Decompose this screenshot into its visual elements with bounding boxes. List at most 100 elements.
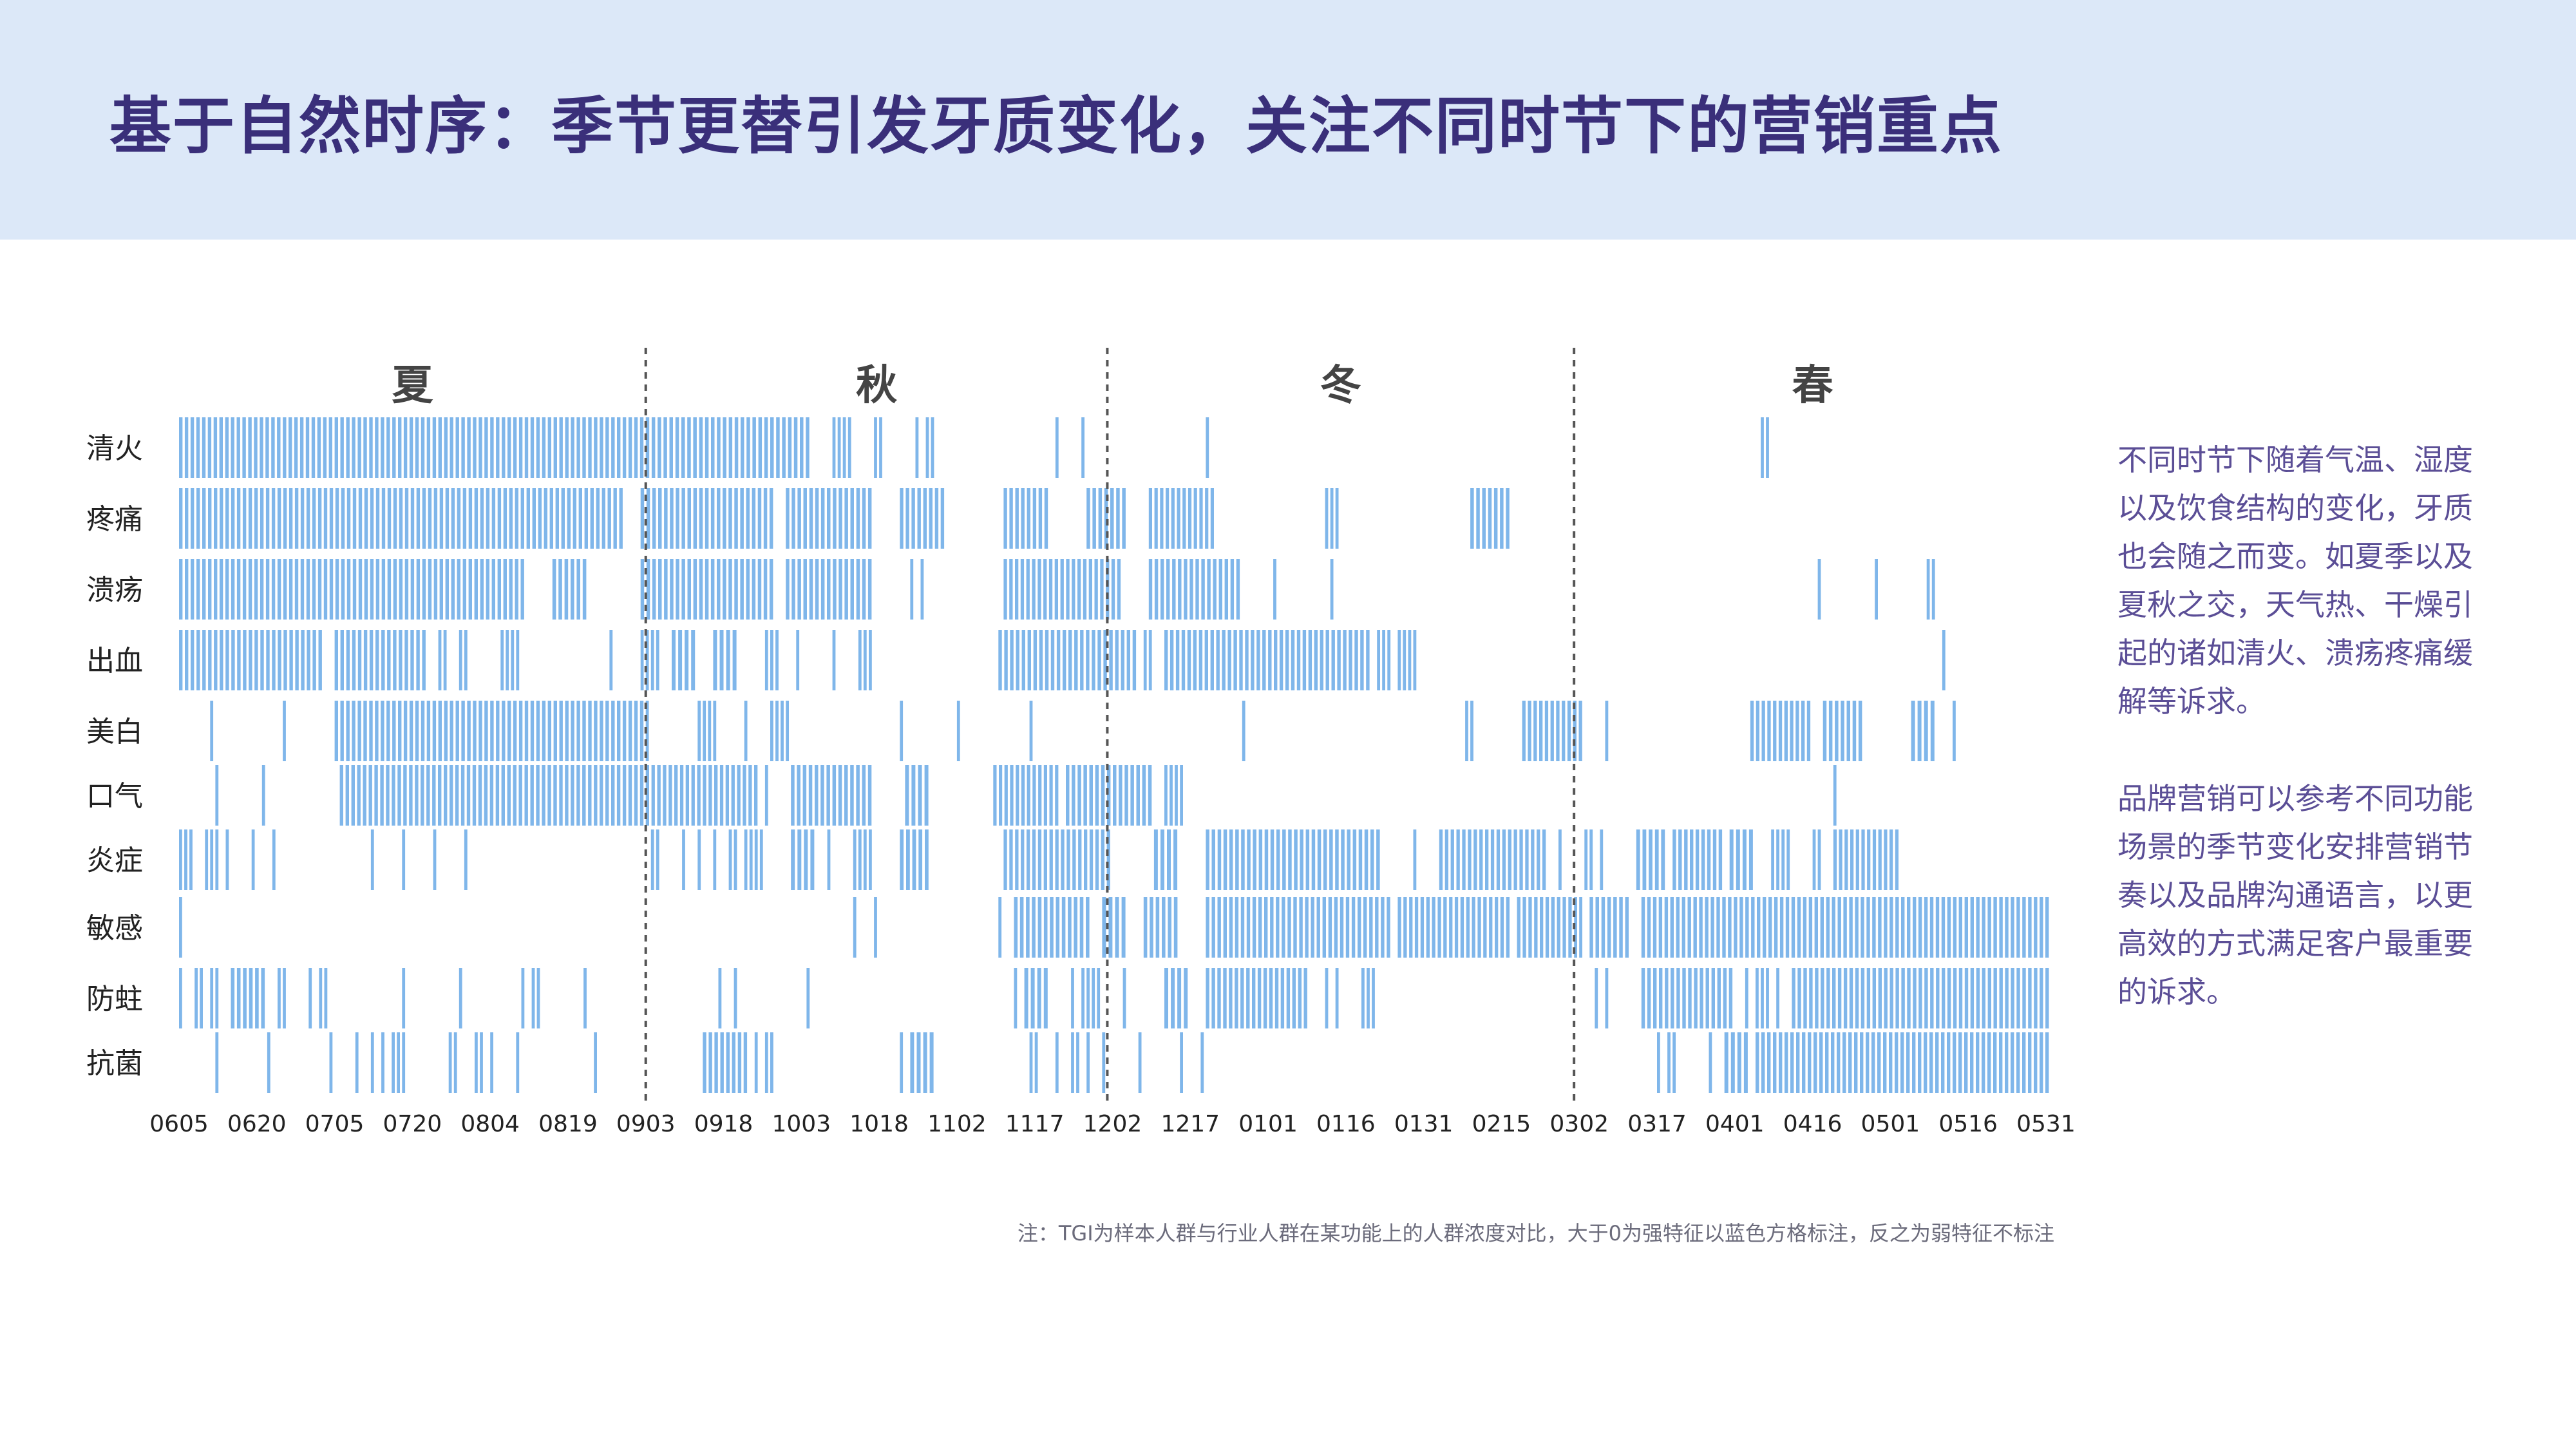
heat-cell	[1224, 559, 1228, 620]
heat-cell	[1210, 630, 1214, 690]
heat-cell	[646, 559, 650, 620]
heat-cell	[1485, 829, 1489, 890]
heat-cell	[1033, 630, 1037, 690]
heat-cell	[1335, 968, 1339, 1028]
heat-cell	[594, 417, 598, 478]
heat-cell	[1084, 829, 1088, 890]
x-tick-label: 0215	[1472, 1111, 1531, 1137]
heat-cell	[1351, 897, 1356, 958]
heat-cell	[588, 765, 592, 826]
heat-cell	[214, 488, 218, 549]
heat-cell	[912, 829, 916, 890]
heat-cell	[1358, 897, 1361, 958]
heat-cell	[1184, 968, 1188, 1028]
heat-cell	[1771, 829, 1774, 890]
heat-cell	[1245, 630, 1249, 690]
heat-cell	[1101, 765, 1105, 826]
heat-cell	[251, 829, 255, 890]
heat-cell	[1786, 829, 1790, 890]
heat-cell	[185, 630, 189, 690]
heat-cell	[1930, 701, 1935, 761]
heat-cell	[1839, 829, 1842, 890]
heat-cell	[600, 765, 603, 826]
heat-cell	[815, 765, 819, 826]
heat-cell	[402, 829, 406, 890]
heat-cell	[678, 630, 683, 690]
heat-cell	[1119, 765, 1122, 826]
heat-cell	[202, 630, 206, 690]
heat-cell	[583, 968, 587, 1028]
heat-cell	[255, 968, 259, 1028]
heat-cell	[1993, 968, 1997, 1028]
heat-cell	[1037, 968, 1041, 1028]
heat-cell	[208, 488, 212, 549]
row-label: 清火	[86, 432, 143, 465]
heat-cell	[1115, 630, 1119, 690]
heat-cell	[791, 559, 795, 620]
heat-cell	[1247, 829, 1251, 890]
heat-cell	[717, 559, 721, 620]
heat-cell	[1366, 630, 1370, 690]
heat-cell	[815, 488, 819, 549]
heat-cell	[1483, 897, 1487, 958]
heat-cell	[1233, 630, 1237, 690]
heat-cell	[1242, 701, 1245, 761]
heat-cell	[496, 417, 500, 478]
heat-cell	[571, 417, 574, 478]
heat-cell	[837, 417, 841, 478]
heat-cell	[1126, 630, 1130, 690]
heat-cell	[925, 829, 929, 890]
heat-cell	[1061, 897, 1066, 958]
heat-cell	[215, 968, 219, 1028]
heat-cell	[1993, 1032, 1997, 1093]
heat-cell	[1068, 897, 1072, 958]
heat-cell	[363, 765, 366, 826]
heat-cell	[1217, 968, 1221, 1028]
heat-cell	[1809, 968, 1813, 1028]
heat-cell	[573, 488, 576, 549]
heat-cell	[1167, 829, 1171, 890]
heat-cell	[1976, 968, 1980, 1028]
heat-cell	[358, 488, 363, 549]
heat-cell	[670, 488, 674, 549]
heat-cell	[323, 559, 328, 620]
heat-cell	[444, 765, 448, 826]
heat-cell	[491, 559, 495, 620]
heat-cell	[687, 417, 691, 478]
heat-cell	[1953, 701, 1956, 761]
heat-cell	[1148, 488, 1152, 549]
heat-cell	[513, 701, 517, 761]
heat-cell	[663, 765, 667, 826]
heat-cell	[737, 1032, 742, 1093]
heat-cell	[214, 630, 218, 690]
heat-cell	[1539, 701, 1543, 761]
heat-cell	[271, 559, 276, 620]
heat-cell	[1166, 488, 1170, 549]
heat-cell	[1077, 765, 1081, 826]
x-tick-label: 1117	[1005, 1111, 1065, 1137]
heat-cell	[1122, 968, 1126, 1028]
heat-cell	[1285, 630, 1289, 690]
heat-cell	[1737, 1032, 1741, 1093]
heat-cell	[616, 765, 621, 826]
heat-cell	[1270, 897, 1274, 958]
heat-cell	[1947, 1032, 1951, 1093]
heat-cell	[495, 765, 500, 826]
heat-cell	[1083, 765, 1087, 826]
heat-cell	[450, 701, 453, 761]
heat-cell	[1941, 1032, 1945, 1093]
heat-cell	[1037, 897, 1042, 958]
heat-cell	[1745, 897, 1749, 958]
heat-cell	[1097, 630, 1101, 690]
heat-cell	[416, 630, 420, 690]
heat-cell	[369, 701, 373, 761]
heat-cell	[532, 488, 536, 549]
heat-cell	[2011, 1032, 2014, 1093]
heat-cell	[1116, 488, 1120, 549]
heat-cell	[869, 630, 872, 690]
heat-cell	[386, 701, 390, 761]
heat-cell	[776, 417, 780, 478]
heat-cell	[862, 765, 866, 826]
heat-cell	[294, 417, 298, 478]
heat-cell	[432, 701, 437, 761]
